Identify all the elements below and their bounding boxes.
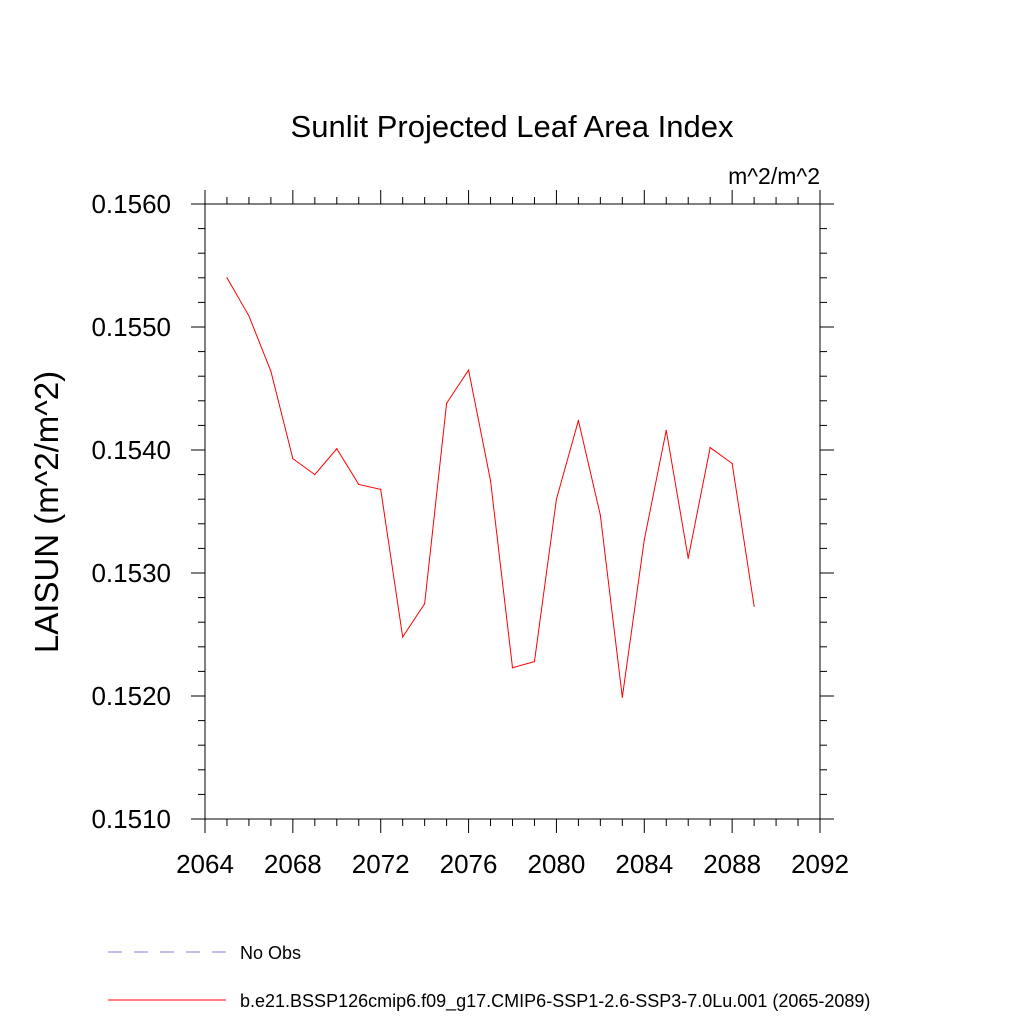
x-tick-label: 2072 <box>352 849 410 879</box>
y-tick-label: 0.1530 <box>91 558 171 588</box>
data-point <box>270 370 272 372</box>
data-point <box>555 498 558 500</box>
legend-label-no-obs: No Obs <box>240 943 301 963</box>
data-point <box>358 483 360 486</box>
y-tick-label: 0.1520 <box>91 681 171 711</box>
axis-ticks <box>191 190 834 833</box>
plot-frame <box>204 203 821 820</box>
data-point <box>248 315 250 317</box>
units-label: m^2/m^2 <box>728 163 820 189</box>
x-tick-label: 2076 <box>440 849 498 879</box>
data-point <box>511 667 514 669</box>
data-point <box>424 603 426 605</box>
data-point <box>599 514 601 516</box>
chart-title: Sunlit Projected Leaf Area Index <box>291 109 734 144</box>
tick-labels: 2064 2068 2072 2076 2080 2084 2088 2092 0.1510 0.… <box>91 189 848 879</box>
data-point <box>731 462 733 465</box>
data-point <box>380 488 382 490</box>
data-point <box>226 277 228 279</box>
y-axis-label: LAISUN (m^2/m^2) <box>28 371 65 653</box>
legend: No Obs b.e21.BSSP126cmip6.f09_g17.CMIP6-… <box>108 943 870 1012</box>
data-point <box>314 474 316 476</box>
data-point <box>577 419 579 422</box>
data-point <box>467 369 470 371</box>
data-point <box>533 660 536 663</box>
data-point <box>687 557 689 559</box>
x-tick-label: 2068 <box>264 849 322 879</box>
legend-label-run: b.e21.BSSP126cmip6.f09_g17.CMIP6-SSP1-2.… <box>240 991 870 1012</box>
series-line <box>226 277 755 698</box>
data-point <box>446 402 448 404</box>
data-point <box>292 458 294 460</box>
data-point <box>402 636 404 638</box>
data-point <box>665 429 667 431</box>
x-tick-label: 2064 <box>176 849 234 879</box>
data-point <box>336 448 338 450</box>
x-tick-label: 2080 <box>528 849 586 879</box>
y-tick-label: 0.1550 <box>91 312 171 342</box>
data-point <box>489 480 492 482</box>
data-point <box>643 539 645 541</box>
data-point <box>621 696 623 698</box>
series-layer <box>226 277 755 698</box>
x-tick-label: 2088 <box>703 849 761 879</box>
data-point <box>753 605 755 607</box>
y-tick-label: 0.1560 <box>91 189 171 219</box>
x-tick-label: 2092 <box>791 849 849 879</box>
x-tick-label: 2084 <box>615 849 673 879</box>
data-point <box>709 446 711 449</box>
y-tick-label: 0.1510 <box>91 804 171 834</box>
y-tick-label: 0.1540 <box>91 435 171 465</box>
